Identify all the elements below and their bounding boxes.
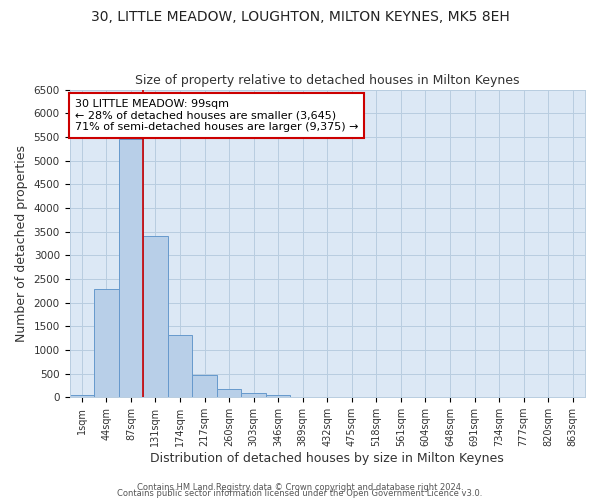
- X-axis label: Distribution of detached houses by size in Milton Keynes: Distribution of detached houses by size …: [151, 452, 504, 465]
- Bar: [94, 290, 119, 397]
- Bar: [217, 389, 241, 397]
- Bar: [119, 140, 143, 397]
- Text: Contains public sector information licensed under the Open Government Licence v3: Contains public sector information licen…: [118, 490, 482, 498]
- Bar: [192, 374, 217, 397]
- Y-axis label: Number of detached properties: Number of detached properties: [15, 145, 28, 342]
- Bar: [241, 393, 266, 397]
- Text: 30 LITTLE MEADOW: 99sqm
← 28% of detached houses are smaller (3,645)
71% of semi: 30 LITTLE MEADOW: 99sqm ← 28% of detache…: [74, 99, 358, 132]
- Bar: [70, 395, 94, 397]
- Text: 30, LITTLE MEADOW, LOUGHTON, MILTON KEYNES, MK5 8EH: 30, LITTLE MEADOW, LOUGHTON, MILTON KEYN…: [91, 10, 509, 24]
- Title: Size of property relative to detached houses in Milton Keynes: Size of property relative to detached ho…: [135, 74, 520, 87]
- Bar: [266, 396, 290, 397]
- Text: Contains HM Land Registry data © Crown copyright and database right 2024.: Contains HM Land Registry data © Crown c…: [137, 484, 463, 492]
- Bar: [168, 335, 192, 397]
- Bar: [143, 236, 168, 397]
